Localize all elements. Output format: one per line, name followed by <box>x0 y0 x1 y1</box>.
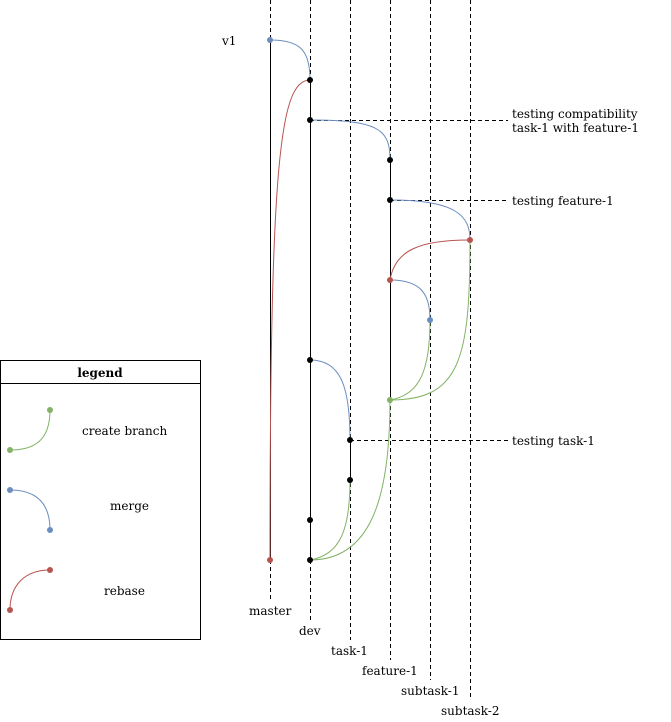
legend-create-branch-dot-start <box>7 447 13 453</box>
legend-label-rebase: rebase <box>104 584 145 598</box>
commit-dot-task-1-b <box>347 477 353 483</box>
branch-label-subtask-1: subtask-1 <box>401 684 459 698</box>
create-branch-arc-task-1 <box>309 479 351 561</box>
annotation-testing-feature: testing feature-1 <box>512 194 614 208</box>
branch-label-master: master <box>249 604 292 618</box>
commit-dot-master-root <box>267 557 273 563</box>
commit-lines <box>270 40 391 560</box>
commit-dots <box>267 37 473 563</box>
commit-dot-subtask-2 <box>467 237 473 243</box>
merge-arc-dev-to-feature <box>309 119 391 161</box>
annotation-testing-compatibility-2: task-1 with feature-1 <box>512 121 639 135</box>
commit-dot-dev-2 <box>307 117 313 123</box>
legend-label-create-branch: create branch <box>82 424 167 438</box>
annotation-testing-task: testing task-1 <box>512 434 595 448</box>
legend-label-merge: merge <box>110 499 149 513</box>
create-branch-arc-subtask-1 <box>389 319 431 401</box>
commit-dot-task-1-a <box>347 437 353 443</box>
legend-rebase-dot-end <box>47 567 53 573</box>
merge-arc-feature-to-subtask-1 <box>389 279 431 321</box>
legend-merge-arc <box>9 489 51 531</box>
create-branch-arc-feature-1 <box>309 399 391 561</box>
commit-dot-feature-2 <box>387 197 393 203</box>
commit-dot-dev-4 <box>307 517 313 523</box>
commit-dot-master-v1 <box>267 37 273 43</box>
annotation-testing-compatibility-1: testing compatibility <box>512 107 638 121</box>
legend-create-branch-arc <box>9 409 51 451</box>
create-branch-arc-subtask-2 <box>389 239 471 401</box>
commit-dot-dev-3 <box>307 357 313 363</box>
commit-dot-dev-5 <box>307 557 313 563</box>
annotation-connectors <box>310 120 508 441</box>
rebase-arc-master <box>269 79 311 561</box>
legend-title: legend <box>77 366 123 380</box>
merge-arc-feature-to-subtask-2 <box>389 199 471 241</box>
rebase-arc-subtask-2-to-feature <box>389 239 471 281</box>
branch-label-dev: dev <box>299 624 321 638</box>
commit-dot-feature-1 <box>387 157 393 163</box>
tag-v1: v1 <box>221 34 236 48</box>
commit-dot-subtask-1 <box>427 317 433 323</box>
branch-label-subtask-2: subtask-2 <box>441 704 499 718</box>
legend-create-branch-dot-end <box>47 407 53 413</box>
legend-merge-dot-end <box>47 527 53 533</box>
commit-dot-feature-rebase <box>387 277 393 283</box>
arcs <box>269 39 471 561</box>
legend-box: legend create branch merge rebase <box>0 360 201 640</box>
commit-dot-feature-branch <box>387 397 393 403</box>
branch-label-task-1: task-1 <box>331 644 368 658</box>
legend-rebase-dot-start <box>7 607 13 613</box>
merge-arc-master-to-dev <box>269 39 311 81</box>
legend-frame <box>0 360 201 640</box>
branch-label-feature-1: feature-1 <box>362 664 418 678</box>
legend-merge-dot-start <box>7 487 13 493</box>
branch-lanes <box>270 0 471 700</box>
legend-glyphs <box>7 407 53 613</box>
merge-arc-dev-to-task-1 <box>309 359 351 441</box>
legend-rebase-arc <box>9 569 51 611</box>
commit-dot-dev-1 <box>307 77 313 83</box>
